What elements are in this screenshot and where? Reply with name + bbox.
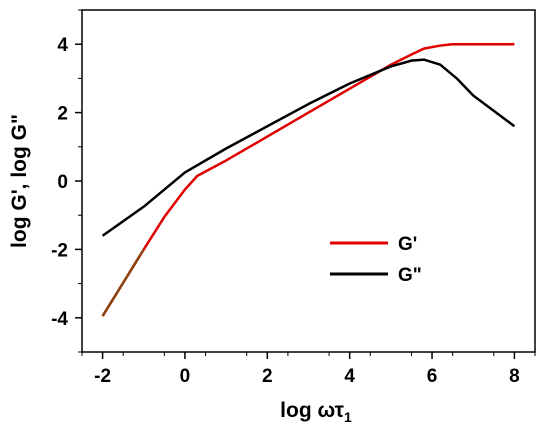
plot-frame	[81, 9, 536, 353]
x-tick-label: 0	[180, 366, 191, 387]
y-tick-label: -4	[51, 309, 68, 330]
series-line-g-double-prime	[101, 58, 516, 237]
y-axis-title: log G', log G"	[8, 114, 31, 248]
series-line-g-prime	[101, 42, 515, 317]
x-tick-label: 8	[509, 366, 520, 387]
x-tick-label: 6	[427, 366, 438, 387]
series-line-g-prime-low-segment	[101, 248, 145, 317]
y-tick-label: -2	[51, 240, 68, 261]
y-tick-label: 2	[57, 104, 68, 125]
x-tick-label: 4	[344, 366, 355, 387]
legend: G' G"	[330, 234, 422, 286]
legend-label-g-prime: G'	[398, 234, 417, 255]
axis-ticks	[75, 9, 536, 359]
series-layer	[101, 42, 516, 317]
x-tick-label: -2	[94, 366, 111, 387]
tick-labels: -2 0 2 4 6 8 -4 -2 0 2 4	[51, 35, 520, 387]
legend-label-g-double-prime: G"	[398, 265, 422, 286]
y-tick-label: 4	[57, 35, 68, 56]
y-tick-label: 0	[57, 172, 68, 193]
x-tick-label: 2	[262, 366, 273, 387]
x-axis-title: log ωτ1	[280, 399, 352, 425]
